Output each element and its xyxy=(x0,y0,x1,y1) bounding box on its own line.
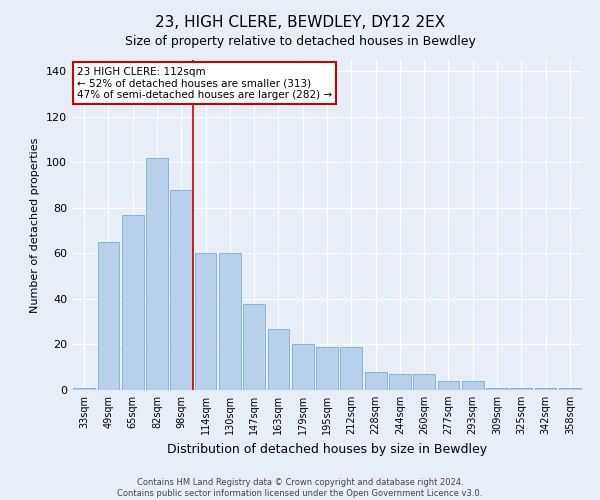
Bar xyxy=(316,347,338,390)
Bar xyxy=(511,388,532,390)
Bar xyxy=(559,388,581,390)
Text: Contains HM Land Registry data © Crown copyright and database right 2024.
Contai: Contains HM Land Registry data © Crown c… xyxy=(118,478,482,498)
Bar xyxy=(486,388,508,390)
Bar xyxy=(122,215,143,390)
Y-axis label: Number of detached properties: Number of detached properties xyxy=(31,138,40,312)
Text: 23, HIGH CLERE, BEWDLEY, DY12 2EX: 23, HIGH CLERE, BEWDLEY, DY12 2EX xyxy=(155,15,445,30)
Bar xyxy=(389,374,411,390)
Text: Size of property relative to detached houses in Bewdley: Size of property relative to detached ho… xyxy=(125,35,475,48)
X-axis label: Distribution of detached houses by size in Bewdley: Distribution of detached houses by size … xyxy=(167,442,487,456)
Bar xyxy=(194,254,217,390)
Bar xyxy=(243,304,265,390)
Bar xyxy=(97,242,119,390)
Bar xyxy=(462,381,484,390)
Bar xyxy=(73,388,95,390)
Bar xyxy=(146,158,168,390)
Bar xyxy=(268,328,289,390)
Bar xyxy=(437,381,460,390)
Bar xyxy=(340,347,362,390)
Bar xyxy=(535,388,556,390)
Bar xyxy=(170,190,192,390)
Bar xyxy=(219,254,241,390)
Bar xyxy=(365,372,386,390)
Bar xyxy=(292,344,314,390)
Bar xyxy=(413,374,435,390)
Text: 23 HIGH CLERE: 112sqm
← 52% of detached houses are smaller (313)
47% of semi-det: 23 HIGH CLERE: 112sqm ← 52% of detached … xyxy=(77,66,332,100)
